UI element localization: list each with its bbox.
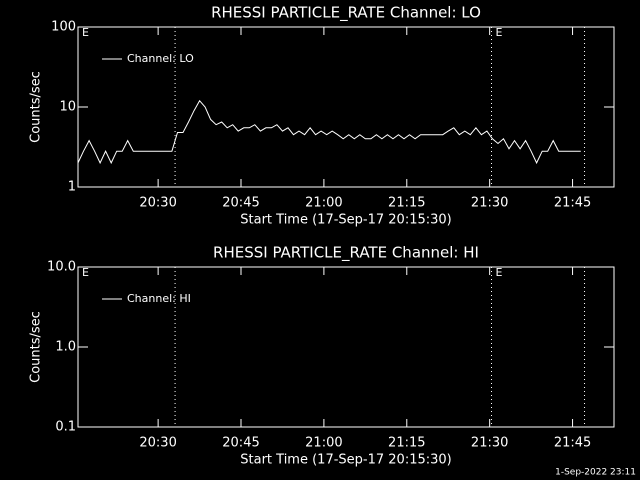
y-tick-label: 10 [59, 100, 76, 115]
x-tick-label: 21:45 [554, 436, 591, 451]
annotation: E [82, 26, 89, 39]
plot-frame [77, 266, 615, 428]
x-tick-label: 20:45 [222, 196, 259, 211]
y-tick-label: 1 [68, 180, 76, 195]
x-axis-label: Start Time (17-Sep-17 20:15:30) [240, 453, 451, 468]
x-tick-label: 21:15 [388, 196, 425, 211]
x-tick-label: 21:00 [305, 196, 342, 211]
annotation: E [496, 266, 503, 279]
chart-title: RHESSI PARTICLE_RATE Channel: HI [213, 244, 479, 263]
y-axis-label: Counts/sec [29, 311, 44, 383]
chart-panel: RHESSI PARTICLE_RATE Channel: LO Start Ti… [29, 4, 615, 228]
x-tick-label: 21:45 [554, 196, 591, 211]
chart-panel: RHESSI PARTICLE_RATE Channel: HI Start Ti… [29, 244, 615, 468]
x-tick-label: 20:45 [222, 436, 259, 451]
legend-label: Channel: HI [127, 292, 191, 305]
x-tick-label: 21:00 [305, 436, 342, 451]
footer: 1-Sep-2022 23:11 [555, 468, 636, 478]
x-tick-label: 20:30 [139, 436, 176, 451]
y-tick-label: 10.0 [47, 260, 76, 275]
chart-title: RHESSI PARTICLE_RATE Channel: LO [211, 4, 481, 23]
x-tick-label: 21:30 [471, 436, 508, 451]
plot-frame [77, 26, 615, 188]
x-tick-label: 21:15 [388, 436, 425, 451]
data-line [77, 99, 581, 165]
x-tick-label: 21:30 [471, 196, 508, 211]
x-tick-label: 20:30 [139, 196, 176, 211]
annotation: E [496, 26, 503, 39]
x-axis-label: Start Time (17-Sep-17 20:15:30) [240, 213, 451, 228]
y-tick-label: 100 [51, 20, 76, 35]
y-tick-label: 0.1 [55, 420, 76, 435]
y-axis-label: Counts/sec [29, 71, 44, 143]
annotation: E [82, 266, 89, 279]
legend-label: Channel: LO [127, 52, 194, 65]
y-tick-label: 1.0 [55, 340, 76, 355]
